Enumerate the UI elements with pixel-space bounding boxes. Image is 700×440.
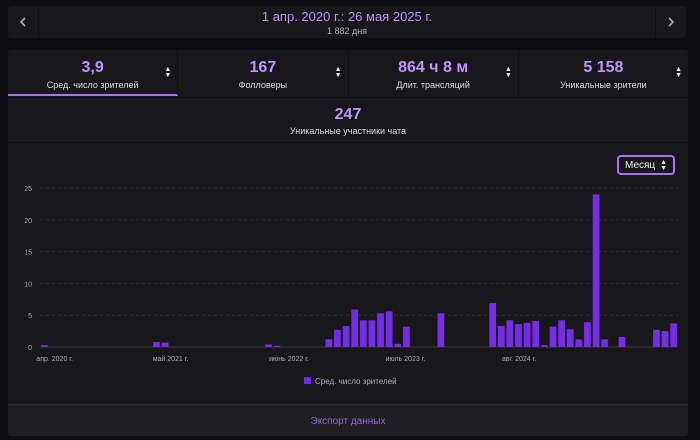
chevron-right-icon xyxy=(668,17,675,27)
chart-bar xyxy=(506,320,514,347)
chart-bar xyxy=(351,309,359,347)
chart-bar xyxy=(670,323,678,347)
y-tick-label: 15 xyxy=(24,250,32,257)
sort-icon: ▲ ▼ xyxy=(334,66,342,79)
y-tick-label: 5 xyxy=(28,313,32,320)
stat-value: 5 158 xyxy=(583,59,624,76)
y-tick-label: 20 xyxy=(24,218,32,225)
chart-bar xyxy=(368,320,376,347)
x-tick-label: май 2021 г. xyxy=(153,355,189,363)
chart-bar xyxy=(497,326,505,347)
stat-label: Фолловеры xyxy=(238,80,288,90)
x-tick-label: апр. 2020 г. xyxy=(36,356,73,363)
chart-bar xyxy=(601,339,609,347)
chart-bar xyxy=(394,343,402,347)
chart-bar xyxy=(618,336,626,347)
stat-avg-viewers[interactable]: 3,9 Сред. число зрителей ▲ ▼ xyxy=(8,50,179,96)
select-chevron-icon: ▲ ▼ xyxy=(660,159,667,172)
sort-icon: ▲ ▼ xyxy=(504,66,512,79)
stat-label: Уникальные участники чата xyxy=(289,126,407,136)
stat-label: Длит. трансляций xyxy=(396,80,470,90)
chart-bar xyxy=(653,329,660,347)
stats-panel: 3,9 Сред. число зрителей ▲ ▼ 167 Фолловер… xyxy=(8,50,688,436)
chart-bar xyxy=(515,324,522,347)
date-range-title[interactable]: 1 апр. 2020 г.: 26 мая 2025 г. xyxy=(261,9,433,24)
x-tick-label: июль 2023 г. xyxy=(385,356,425,363)
y-tick-label: 0 xyxy=(28,345,32,352)
chart-bar xyxy=(273,345,281,347)
y-tick-label: 10 xyxy=(24,281,32,288)
chart-bar xyxy=(325,339,333,347)
date-range-selector: 1 апр. 2020 г.: 26 мая 2025 г. 1 882 дня xyxy=(8,6,686,38)
chart-bar xyxy=(342,326,350,347)
chart-bar xyxy=(549,326,557,347)
chart-bar xyxy=(558,320,565,347)
x-tick-label: июнь 2022 г. xyxy=(269,356,309,363)
stat-label: Сред. число зрителей xyxy=(46,80,139,90)
chart-bar xyxy=(377,313,384,347)
legend-swatch xyxy=(304,377,311,384)
stats-row: 3,9 Сред. число зрителей ▲ ▼ 167 Фолловер… xyxy=(8,50,688,96)
stat-value: 3,9 xyxy=(81,59,104,76)
stat-followers[interactable]: 167 Фолловеры ▲ ▼ xyxy=(178,50,349,96)
stat-unique-viewers[interactable]: 5 158 Уникальные зрители ▲ ▼ xyxy=(519,50,688,96)
chart-bar xyxy=(153,341,160,347)
chart-bar xyxy=(489,303,496,347)
date-range-days: 1 882 дня xyxy=(326,26,368,36)
chart-bar xyxy=(661,331,669,347)
period-select[interactable]: Месяц ▲ ▼ xyxy=(617,155,675,175)
avg-viewers-chart: 0 5 10 15 20 25 апр. 2020 г. май 2021 г. июнь 20… xyxy=(24,186,678,386)
stat-value: 247 xyxy=(334,106,362,123)
stat-label: Уникальные зрители xyxy=(560,80,647,90)
next-period-button[interactable] xyxy=(655,6,686,38)
legend-label: Сред. число зрителей xyxy=(315,377,397,386)
chart-bar xyxy=(541,345,548,347)
chevron-left-icon xyxy=(19,17,26,27)
sort-icon: ▲ ▼ xyxy=(164,66,172,79)
x-tick-label: авг. 2024 г. xyxy=(502,356,536,363)
chart-bar xyxy=(592,194,600,347)
chart-bar xyxy=(265,344,272,347)
chart-bar xyxy=(566,329,574,347)
chart-bar xyxy=(403,326,410,347)
stat-value: 864 ч 8 м xyxy=(398,59,469,76)
export-data-button[interactable]: Экспорт данных xyxy=(8,404,688,436)
chart-bar xyxy=(334,329,341,347)
y-tick-label: 25 xyxy=(24,186,32,193)
chart-bar xyxy=(359,320,367,347)
chart-bar xyxy=(40,345,48,347)
chart-bar xyxy=(584,322,591,347)
chart-bar xyxy=(437,313,445,347)
chart-bar xyxy=(385,311,393,347)
chart-bar xyxy=(161,342,169,347)
sort-icon: ▲ ▼ xyxy=(675,66,682,79)
previous-period-button[interactable] xyxy=(8,6,39,38)
stat-unique-chatters[interactable]: 247 Уникальные участники чата xyxy=(8,97,688,143)
period-select-value: Месяц xyxy=(625,159,656,171)
stat-value: 167 xyxy=(249,59,277,76)
chart-bar xyxy=(532,320,540,347)
chart-bar xyxy=(523,322,531,347)
stat-stream-duration[interactable]: 864 ч 8 м Длит. трансляций ▲ ▼ xyxy=(349,50,519,96)
chart-bar xyxy=(575,339,583,347)
